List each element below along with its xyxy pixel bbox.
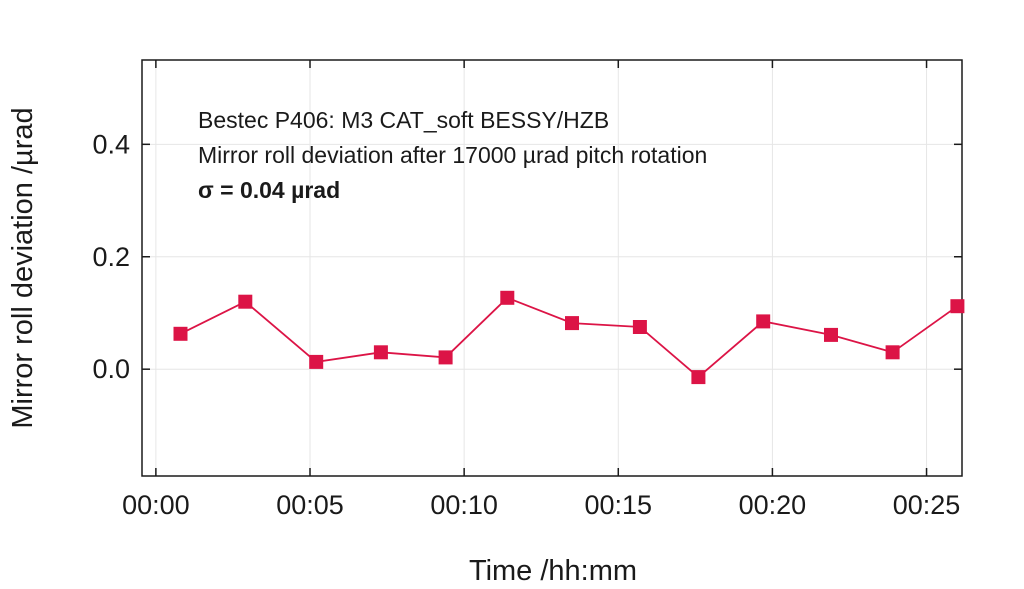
grid-lines (142, 60, 962, 476)
data-point-marker (438, 350, 453, 365)
annotation-line-3: σ = 0.04 µrad (198, 177, 340, 203)
data-point-marker (373, 345, 388, 360)
data-point-marker (309, 354, 324, 369)
data-point-marker (756, 314, 771, 329)
x-tick-label: 00:20 (739, 490, 807, 520)
y-axis-title: Mirror roll deviation /µrad (7, 107, 39, 428)
annotation-line-1: Bestec P406: M3 CAT_soft BESSY/HZB (198, 107, 609, 133)
data-point-marker (565, 316, 579, 331)
x-tick-label: 00:25 (893, 490, 961, 520)
x-tick-label: 00:10 (430, 490, 498, 520)
y-tick-label: 0.0 (92, 354, 130, 384)
data-point-marker (500, 290, 515, 305)
data-point-marker (632, 320, 647, 334)
x-tick-label: 00:15 (584, 490, 652, 520)
x-tick-label: 00:05 (276, 490, 344, 520)
data-series (173, 290, 965, 385)
data-point-marker (885, 345, 900, 360)
data-point-marker (950, 299, 965, 314)
tick-labels: 00:00 00:05 00:10 00:15 00:20 00:25 0.0 0.2 0.4 (92, 129, 960, 520)
data-point-marker (238, 294, 253, 309)
data-point-marker (691, 370, 706, 385)
plot-area-frame (141, 59, 963, 477)
x-tick-label: 00:00 (122, 490, 190, 520)
y-tick-label: 0.2 (92, 242, 130, 272)
annotation-line-2: Mirror roll deviation after 17000 µrad p… (198, 142, 707, 168)
data-point-marker (824, 327, 838, 342)
x-axis-title: Time /hh:mm (469, 555, 637, 587)
y-tick-label: 0.4 (92, 129, 130, 159)
axis-ticks (142, 60, 962, 476)
data-point-marker (173, 326, 188, 341)
